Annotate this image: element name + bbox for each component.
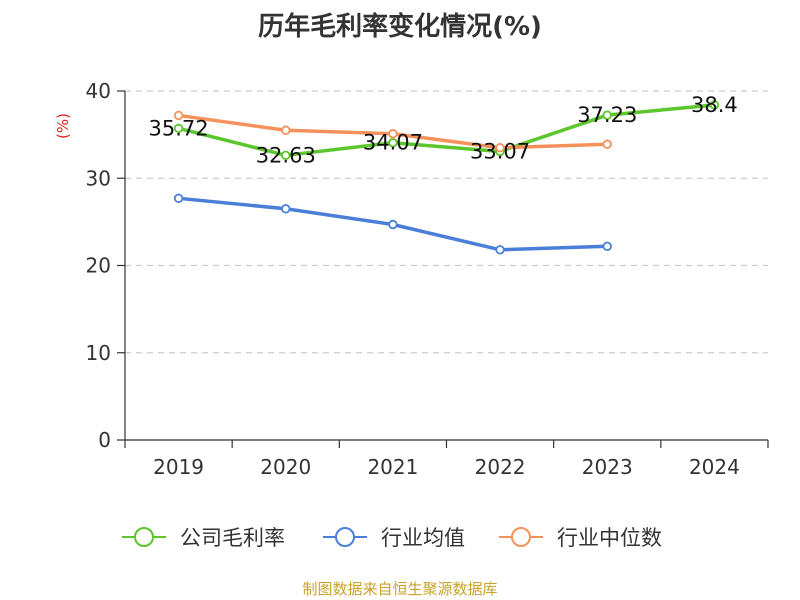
data-point [602, 139, 612, 149]
data-point [388, 129, 398, 139]
legend-marker-icon [335, 527, 355, 547]
y-tick-label: 0 [98, 428, 111, 452]
legend-label: 行业中位数 [557, 526, 662, 550]
series-lines [173, 100, 720, 255]
data-point [495, 245, 505, 255]
axes: 0 10 20 30 40 (%) 2019 2020 2021 2022 2023 2024 [54, 79, 769, 479]
legend-item[interactable]: 行业中位数 [499, 526, 662, 550]
data-point [173, 193, 184, 204]
series-line [178, 103, 715, 158]
chart-title: 历年毛利率变化情况(%) [258, 12, 542, 42]
x-tick-label: 2024 [689, 455, 740, 479]
y-tick-label: 20 [86, 254, 111, 278]
data-label: 33.07 [470, 139, 530, 163]
legend: 公司毛利率 行业均值 行业中位数 [122, 526, 662, 550]
legend-marker-icon [134, 527, 154, 547]
x-tick-label: 2023 [582, 455, 633, 479]
x-tick-label: 2020 [260, 455, 311, 479]
data-point [281, 125, 291, 135]
y-tick-label: 40 [86, 79, 111, 103]
grid-lines [125, 90, 768, 354]
data-label: 37.23 [577, 103, 637, 127]
data-point [709, 100, 720, 110]
x-tick-label: 2022 [475, 455, 526, 479]
data-point [388, 138, 398, 148]
y-axis-label: (%) [54, 113, 72, 139]
data-labels: 35.72 32.63 34.07 33.07 37.23 38.4 [149, 93, 738, 167]
y-tick-label: 10 [86, 341, 111, 365]
data-point [281, 204, 291, 214]
source-note: 制图数据来自恒生聚源数据库 [302, 580, 498, 598]
y-tick-label: 30 [86, 166, 111, 190]
data-label: 35.72 [149, 116, 209, 140]
data-label: 38.4 [691, 93, 738, 117]
data-point [495, 143, 505, 153]
x-tick-label: 2019 [153, 455, 204, 479]
data-label: 34.07 [363, 131, 423, 155]
data-point [281, 150, 291, 161]
data-point [173, 123, 184, 134]
legend-label: 行业均值 [381, 526, 465, 550]
data-point [173, 110, 184, 121]
data-label: 32.63 [256, 143, 316, 167]
legend-item[interactable]: 行业均值 [323, 526, 465, 550]
legend-label: 公司毛利率 [180, 526, 285, 550]
data-point [602, 110, 612, 120]
data-point [602, 241, 612, 252]
x-tick-label: 2021 [367, 455, 418, 479]
legend-marker-icon [511, 527, 531, 547]
legend-item[interactable]: 公司毛利率 [122, 526, 285, 550]
data-point [388, 219, 398, 230]
